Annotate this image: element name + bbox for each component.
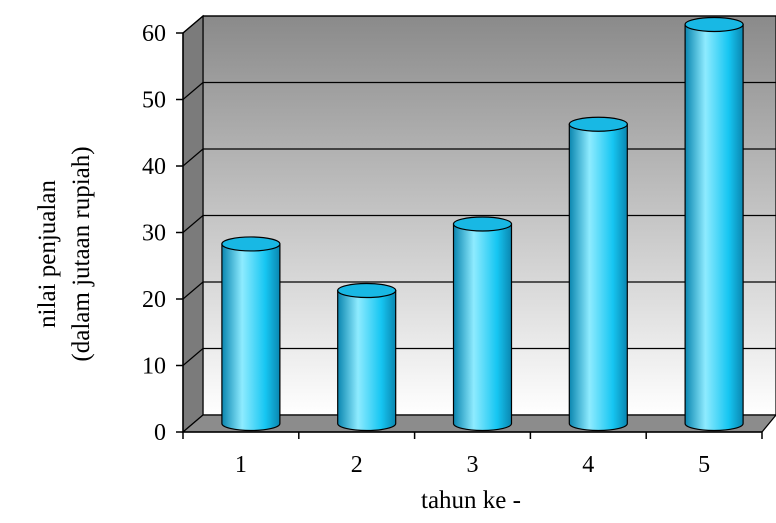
x-tick-labels: 1 2 3 4 5	[235, 452, 710, 478]
gridline-side	[182, 215, 204, 233]
bar-top	[684, 16, 744, 33]
y-tick-label: 0	[154, 420, 166, 446]
bar	[568, 116, 628, 432]
bar	[452, 216, 513, 432]
bar-body	[568, 123, 628, 432]
bar-top	[568, 116, 628, 132]
y-tick-labels: 0 10 20 30 40 50 60	[142, 21, 166, 446]
y-tick-label: 20	[142, 287, 166, 313]
x-tick-label: 2	[351, 452, 363, 478]
x-tick-label: 4	[582, 452, 594, 478]
bar-body	[221, 243, 281, 432]
gridline-side	[182, 281, 204, 300]
y-tick-label: 40	[142, 154, 166, 180]
gridline-side	[182, 348, 204, 366]
x-tick-label: 3	[467, 452, 479, 478]
y-axis-title-line-1: nilai penjualan	[34, 180, 61, 328]
y-tick-label: 30	[142, 221, 166, 247]
y-tick-label: 10	[142, 354, 166, 380]
bar	[337, 282, 397, 432]
bars	[221, 16, 744, 432]
gridline-side	[182, 82, 204, 100]
x-tick-label: 1	[235, 452, 247, 478]
bar-top	[221, 236, 281, 252]
bar-body	[337, 289, 397, 432]
x-axis-title: tahun ke -	[421, 487, 521, 514]
bar-top	[452, 216, 513, 232]
bar-top	[337, 282, 397, 299]
x-tick-label: 5	[698, 452, 710, 478]
gridline-side	[182, 15, 204, 34]
y-tick-label: 50	[142, 88, 166, 114]
bar	[684, 16, 744, 432]
x-axis	[182, 431, 763, 439]
y-tick-label: 60	[142, 21, 166, 47]
gridline-side	[182, 148, 204, 167]
y-axis-title-line-2: (dalam jutaan rupiah)	[68, 146, 95, 361]
bar-body	[684, 23, 744, 432]
y-axis	[176, 32, 184, 433]
bar	[221, 236, 281, 432]
bar-body	[452, 223, 513, 432]
